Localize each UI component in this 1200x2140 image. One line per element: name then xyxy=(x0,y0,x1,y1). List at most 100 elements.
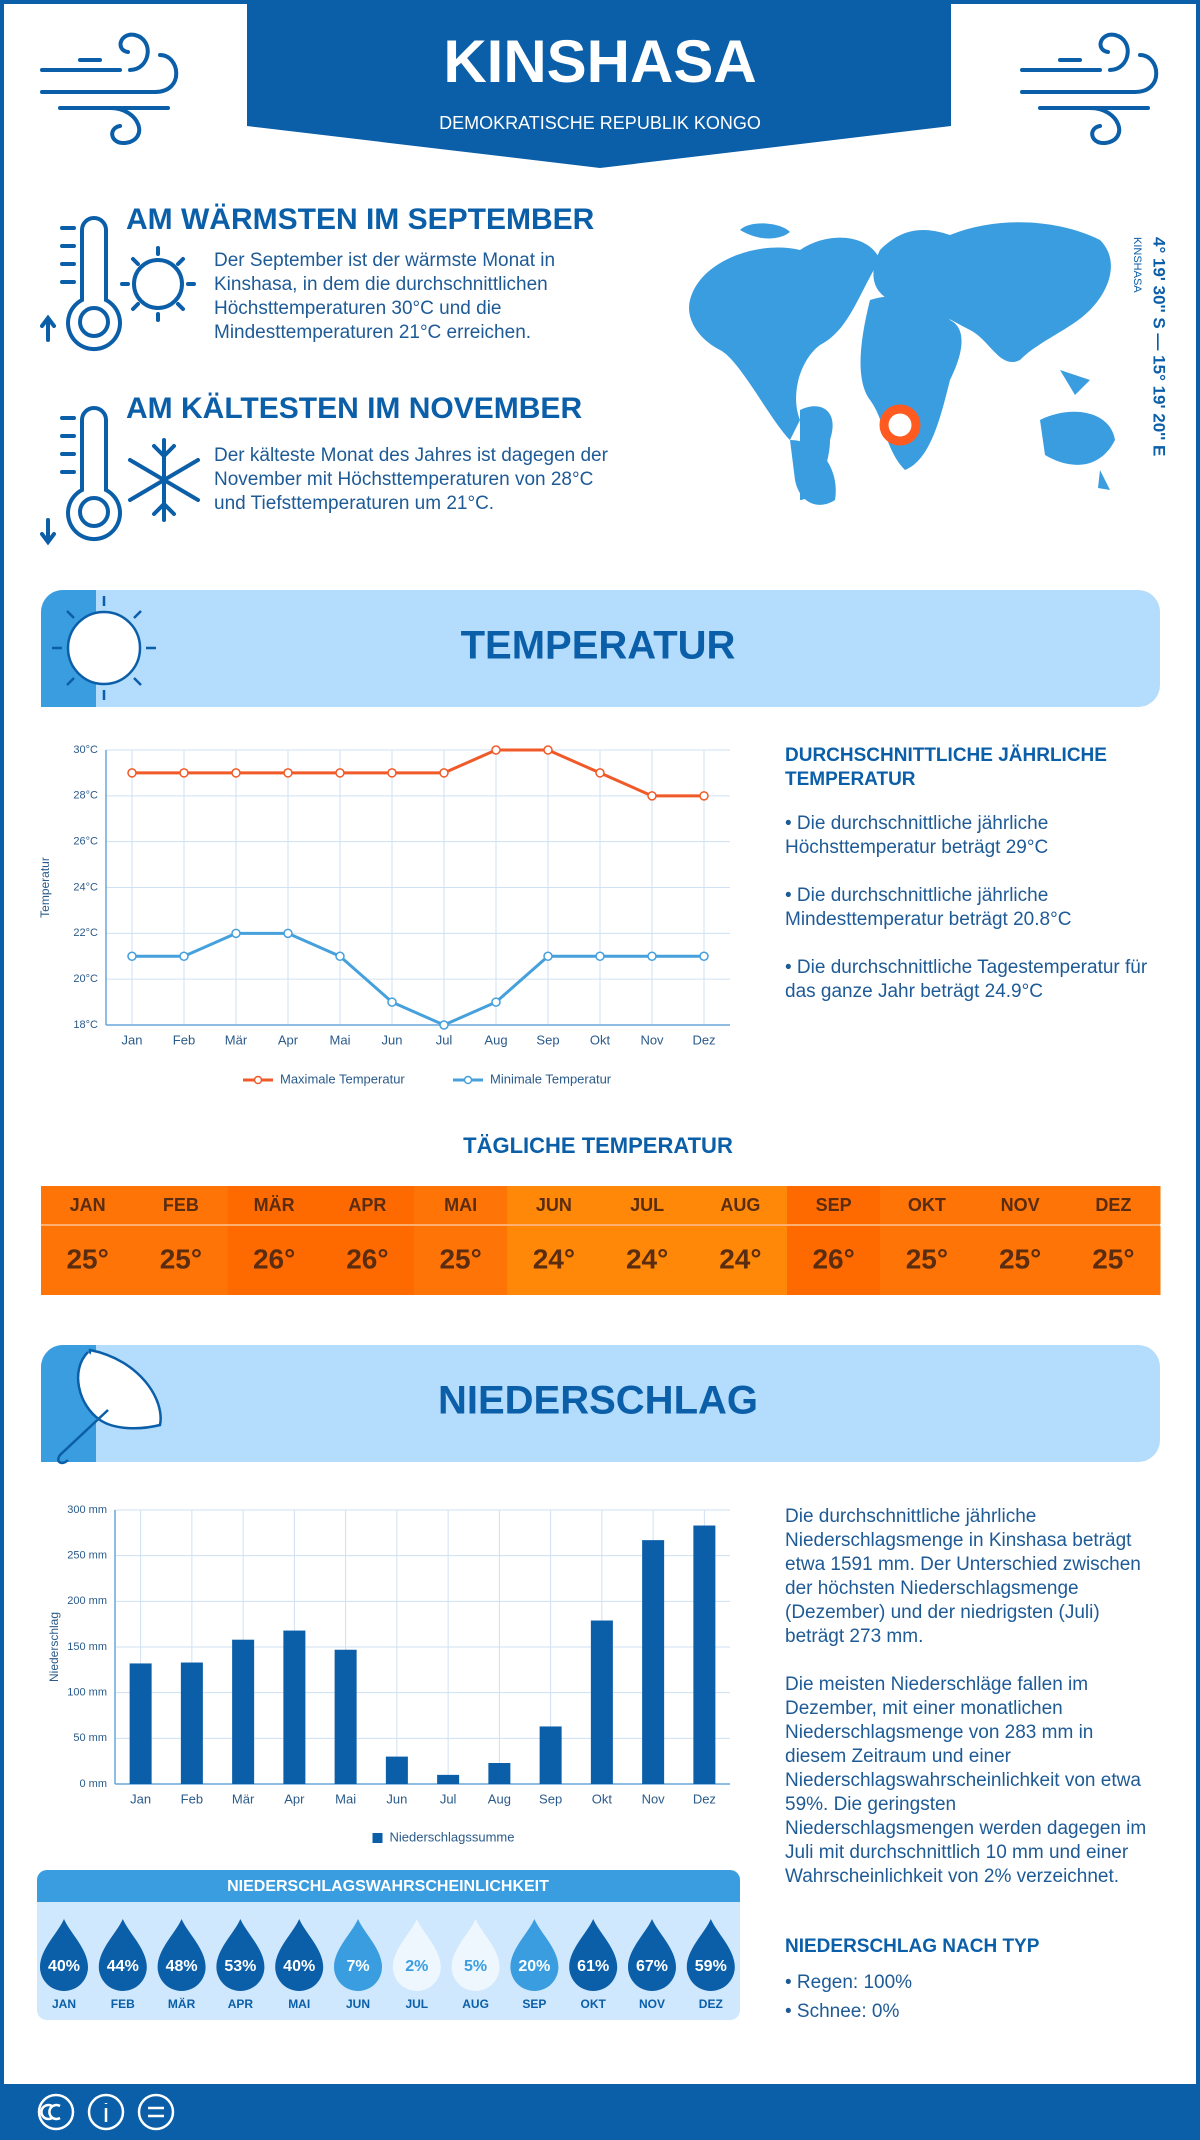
month-label: DEZ xyxy=(699,1997,723,2011)
bar xyxy=(180,1662,203,1784)
bar xyxy=(232,1639,255,1784)
paragraph: Die durchschnittliche jährliche Niedersc… xyxy=(785,1506,1141,1647)
point xyxy=(387,997,397,1007)
temperature-cell xyxy=(973,1226,1068,1295)
point xyxy=(127,951,137,961)
temperature-cell xyxy=(507,1226,601,1295)
temperature-cell xyxy=(693,1226,788,1295)
highlight-text: Der September ist der wärmste Monat in K… xyxy=(214,250,556,343)
banner xyxy=(41,1345,1160,1462)
y-tick-label: 200 mm xyxy=(67,1595,107,1607)
paragraph: Die meisten Niederschläge fallen im Deze… xyxy=(785,1674,1147,1887)
x-tick-label: Aug xyxy=(488,1791,511,1806)
y-tick-label: 30°C xyxy=(73,744,98,756)
temperature-chart: Jan Feb Mär Apr Mai Jun Jul Aug Sep Okt Nov Dez 18°C… xyxy=(38,744,730,1086)
temperature-label: 25° xyxy=(439,1243,481,1274)
license-icons xyxy=(37,2093,175,2131)
y-tick-label: 28°C xyxy=(73,790,98,802)
y-tick-label: 20°C xyxy=(73,973,98,985)
x-tick-label: Apr xyxy=(284,1791,305,1806)
bar xyxy=(488,1762,511,1784)
x-tick-label: Mai xyxy=(335,1791,356,1806)
section-title: NIEDERSCHLAG xyxy=(438,1379,758,1423)
probability-label: 59% xyxy=(695,1958,727,1975)
temperature-cell xyxy=(1066,1226,1161,1295)
section-title: TEMPERATUR xyxy=(461,624,736,668)
x-tick-label: Mär xyxy=(225,1032,248,1047)
x-tick-label: Okt xyxy=(592,1791,613,1806)
month-cell xyxy=(320,1186,415,1224)
month-label: JUN xyxy=(536,1195,572,1215)
temperature-label: 25° xyxy=(160,1243,202,1274)
point xyxy=(647,951,657,961)
temperature-cell xyxy=(227,1226,322,1295)
drop xyxy=(275,1919,324,1991)
drop xyxy=(510,1919,559,1991)
point xyxy=(491,997,501,1007)
type-title: NIEDERSCHLAG NACH TYP xyxy=(785,1936,1040,1957)
type-list: • Regen: 100% • Schnee: 0% xyxy=(785,1968,1150,2026)
point xyxy=(283,768,293,778)
temperature-label: 24° xyxy=(533,1243,575,1274)
x-tick-label: Apr xyxy=(278,1032,299,1047)
summary-title: DURCHSCHNITTLICHE JÄHRLICHE TEMPERATUR xyxy=(785,745,1107,790)
temperature-label: 25° xyxy=(1092,1243,1134,1274)
bar xyxy=(437,1774,460,1784)
y-tick-label: 150 mm xyxy=(67,1641,107,1653)
point xyxy=(231,928,241,939)
point xyxy=(647,791,657,801)
point xyxy=(387,768,397,778)
point xyxy=(699,791,709,801)
legend-label: Maximale Temperatur xyxy=(280,1071,405,1086)
month-label: JAN xyxy=(70,1195,106,1215)
y-tick-label: 18°C xyxy=(73,1019,98,1031)
banner xyxy=(41,590,1160,707)
bar xyxy=(693,1525,716,1784)
line xyxy=(132,748,704,798)
temperature-cell xyxy=(320,1226,415,1295)
point xyxy=(283,928,293,939)
month-label: DEZ xyxy=(1095,1195,1131,1215)
footer-bar xyxy=(0,2084,1200,2140)
temperature-label: 25° xyxy=(66,1243,108,1274)
bar xyxy=(642,1540,665,1784)
month-cell xyxy=(414,1186,508,1224)
banner-corner xyxy=(40,707,96,730)
probability-box xyxy=(37,1870,740,2020)
thermometer-icon xyxy=(40,216,200,546)
point xyxy=(491,745,501,755)
month-label: OKT xyxy=(581,1997,607,2011)
bar xyxy=(539,1726,562,1784)
probability-label: 5% xyxy=(464,1958,487,1975)
sun-icon xyxy=(52,596,156,700)
probability-header xyxy=(37,1870,740,1902)
x-tick-label: Mär xyxy=(232,1791,255,1806)
x-tick-label: Aug xyxy=(484,1032,507,1047)
probability-label: 48% xyxy=(166,1958,198,1975)
point xyxy=(595,951,605,961)
month-label: AUG xyxy=(720,1195,760,1215)
precipitation-chart: Jan Feb Mär Apr Mai Jun Jul Aug Sep Okt Nov Dez 0 mm… xyxy=(47,1504,730,1844)
y-axis-label: Temperatur xyxy=(38,857,52,918)
header-band xyxy=(247,0,951,168)
probability-label: 2% xyxy=(405,1958,428,1975)
month-label: SEP xyxy=(522,1997,546,2011)
probability-label: 61% xyxy=(577,1958,609,1975)
month-cell xyxy=(41,1186,135,1224)
legend-swatch xyxy=(372,1833,383,1843)
summary-item: • Die durchschnittliche jährliche Mindes… xyxy=(785,885,1072,930)
x-tick-label: Jul xyxy=(436,1032,453,1047)
month-cell xyxy=(227,1186,322,1224)
point xyxy=(439,1020,449,1030)
x-tick-label: Sep xyxy=(536,1032,559,1047)
drop xyxy=(216,1919,265,1991)
summary-list: • Die durchschnittliche jährliche Höchst… xyxy=(785,812,1155,1028)
month-label: FEB xyxy=(163,1195,199,1215)
world-map xyxy=(689,222,1115,505)
drop xyxy=(392,1919,441,1991)
temperature-cell xyxy=(880,1226,974,1295)
x-tick-label: Jan xyxy=(122,1032,143,1047)
x-tick-label: Dez xyxy=(693,1791,716,1806)
precipitation-text: Die durchschnittliche jährliche Niedersc… xyxy=(785,1505,1150,1913)
